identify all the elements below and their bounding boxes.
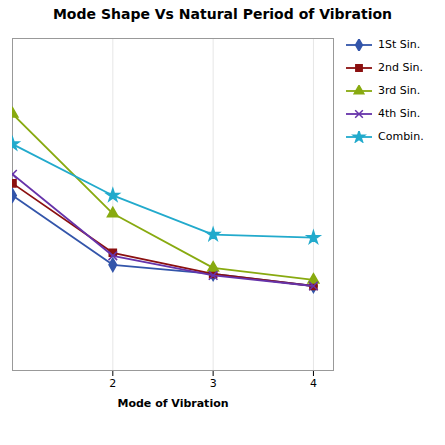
html-text:3rd Sin.: 3rd Sin.: [378, 84, 421, 97]
html-text:4th Sin.: 4th Sin.: [378, 107, 421, 120]
html-text:Mode Shape Vs Natural Period o: Mode Shape Vs Natural Period of Vibratio…: [52, 6, 393, 22]
svg-text:4: 4: [310, 377, 317, 390]
svg-text:Mode of Vibration: Mode of Vibration: [117, 397, 228, 410]
svg-text:3: 3: [210, 377, 217, 390]
svg-text:2: 2: [109, 377, 116, 390]
html-text:1St Sin.: 1St Sin.: [378, 38, 421, 51]
html-text:2nd Sin.: 2nd Sin.: [378, 61, 423, 74]
html-text:Combin.: Combin.: [378, 130, 424, 143]
